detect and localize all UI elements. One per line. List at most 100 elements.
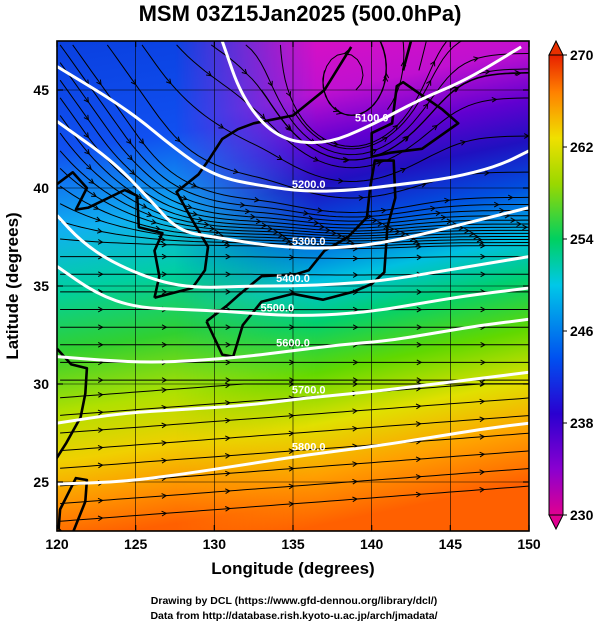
streamline-arrow [440, 214, 447, 221]
streamline-arrow [444, 197, 450, 204]
streamline-arrow [161, 457, 168, 464]
streamline-33 [245, 44, 529, 156]
streamline-arrow [244, 208, 251, 215]
streamline-arrow [285, 124, 291, 130]
streamline-arrow [469, 230, 475, 237]
streamline-arrow [336, 109, 343, 115]
streamline-7 [60, 383, 529, 399]
streamline-arrow [84, 148, 90, 155]
streamline-arrow [225, 289, 232, 295]
height-contour-5300.0 [57, 120, 529, 250]
streamline-arrow [276, 155, 283, 160]
x-tick-label: 135 [281, 536, 305, 552]
streamline-arrow [473, 233, 480, 240]
streamline-arrow [319, 223, 326, 230]
streamline-arrow [371, 217, 378, 224]
streamline-arrow [352, 377, 359, 383]
streamline-arrow [491, 96, 498, 103]
streamline-arrow [416, 254, 423, 261]
streamline-arrow [97, 427, 104, 433]
streamline-arrow [325, 227, 331, 234]
colorbar-bottom-arrow [548, 514, 564, 531]
streamline-arrow [97, 271, 104, 278]
streamline-arrow [478, 239, 485, 246]
streamline-arrow [95, 216, 102, 223]
streamline-arrow [479, 469, 486, 476]
streamline-6 [60, 383, 529, 416]
streamline-arrow [392, 124, 399, 131]
streamline-3 [60, 432, 529, 469]
x-axis-ticks: 120 125 130 135 140 145 150 [45, 41, 541, 552]
streamline-arrow [288, 465, 295, 472]
height-contour-5800.0 [57, 421, 529, 486]
streamline-20 [59, 168, 529, 239]
streamline-arrow [225, 382, 231, 389]
streamline-arrow [352, 255, 359, 262]
y-axis-label: Latitude (degrees) [3, 212, 22, 359]
streamline-arrow [225, 470, 231, 477]
streamline-arrow [93, 204, 100, 210]
streamline-arrow [480, 271, 486, 278]
streamline-arrow [415, 474, 422, 480]
streamline-arrow [289, 324, 295, 331]
streamline-arrow [97, 324, 104, 331]
streamline-arrow [232, 168, 240, 174]
height-contour-label: 5500.0 [260, 302, 294, 314]
streamline-arrow [225, 377, 232, 383]
streamline-35 [261, 72, 529, 161]
height-contour-label: 5600.0 [276, 338, 310, 350]
streamline-arrow [161, 341, 168, 348]
streamline-arrow [332, 141, 339, 147]
streamline-arrow [479, 434, 486, 440]
streamline-arrow [308, 215, 315, 222]
streamline-17 [59, 220, 529, 247]
streamline-arrow [97, 239, 104, 245]
streamline-arrow [254, 196, 260, 203]
streamline-arrow [138, 138, 145, 145]
streamline-arrow [161, 289, 168, 295]
streamline-arrow [426, 79, 432, 86]
coastline-2 [154, 46, 353, 300]
streamline-arrow [514, 69, 521, 76]
streamline-0 [60, 485, 529, 522]
streamline-arrow [416, 377, 423, 383]
streamline-arrow [288, 430, 295, 437]
streamline-arrow [464, 227, 470, 234]
streamline-38 [322, 41, 387, 116]
streamline-arrow [218, 123, 225, 129]
streamline-4 [60, 415, 529, 452]
streamline-arrow [91, 191, 98, 198]
streamline-arrow [161, 271, 168, 278]
streamline-arrow [225, 271, 232, 278]
streamline-arrow [97, 497, 104, 504]
streamline-arrow [331, 230, 337, 237]
streamline-arrow [416, 324, 423, 331]
coastlines [57, 41, 460, 531]
streamline-arrow [371, 148, 378, 154]
streamline-arrow [96, 79, 102, 86]
streamline-arrow [479, 451, 486, 458]
streamline-arrow [97, 444, 104, 451]
streamline-arrow [415, 421, 422, 427]
streamline-arrow [241, 68, 248, 75]
streamline-arrow [126, 138, 132, 145]
streamline-21 [59, 150, 529, 237]
streamline-arrow [446, 218, 453, 225]
streamline-arrow [352, 324, 359, 331]
streamline-arrow [375, 161, 382, 167]
streamline-arrow [352, 461, 359, 467]
streamline-arrow [197, 216, 204, 223]
streamline-arrow [317, 207, 324, 213]
streamline-arrow [415, 403, 422, 410]
streamline-arrow [416, 289, 423, 295]
coastline-4 [401, 41, 413, 71]
streamline-arrow [394, 228, 401, 235]
coastline-6 [57, 476, 89, 531]
streamline-arrow [203, 221, 210, 228]
streamline-arrow [288, 483, 295, 490]
plot-area: 5100.0 5200.0 5300.0 5400.0 5500.0 5600.0 5700… [57, 41, 529, 531]
height-contour-5600.0 [57, 317, 529, 364]
streamline-arrow [225, 359, 232, 366]
streamline-arrow [97, 306, 104, 313]
streamline-arrow [166, 78, 172, 85]
